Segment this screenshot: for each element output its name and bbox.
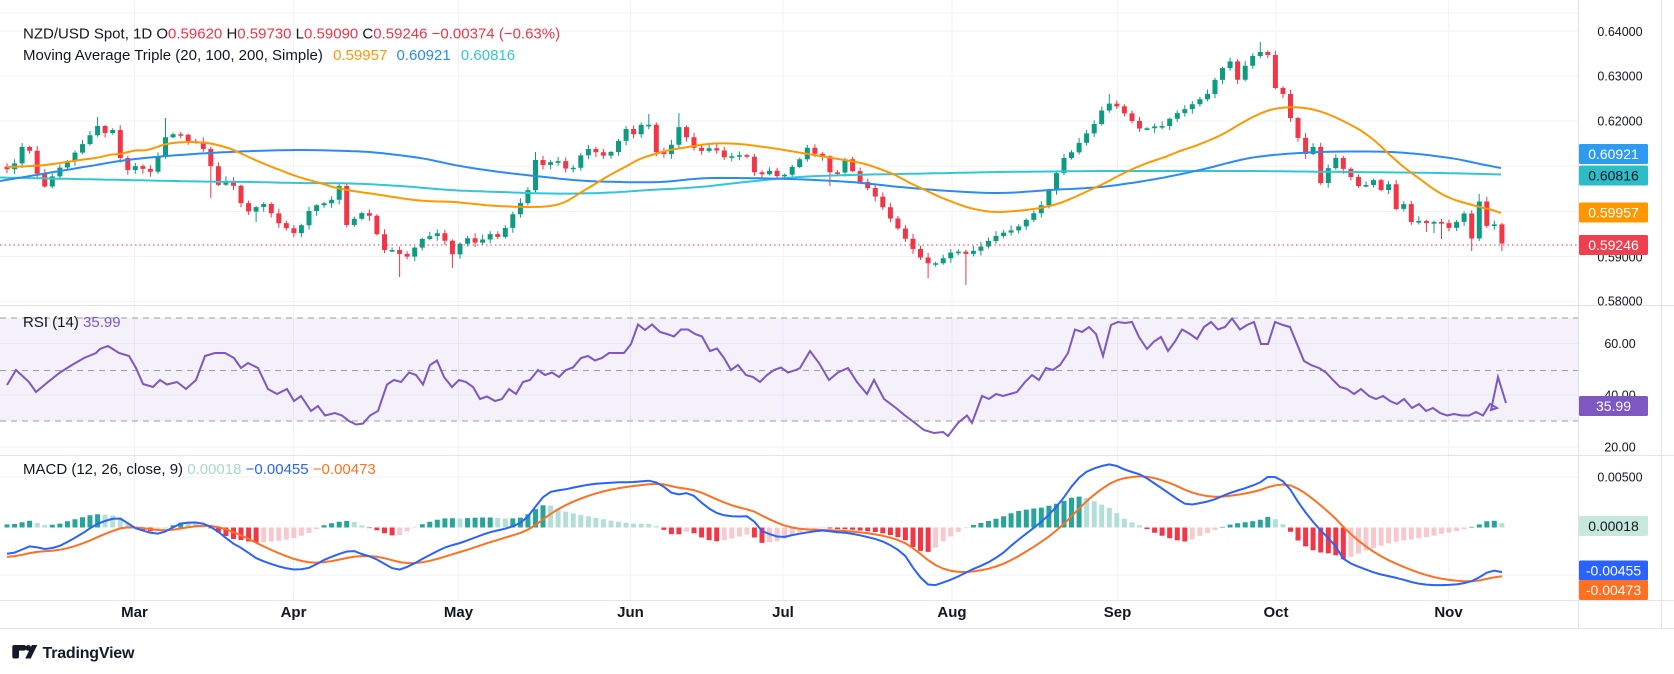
svg-text:60.00: 60.00 [1604, 337, 1635, 351]
svg-text:TradingView: TradingView [43, 645, 136, 662]
svg-text:May: May [444, 604, 474, 621]
svg-text:Moving Average Triple (20, 100: Moving Average Triple (20, 100, 200, Sim… [23, 47, 515, 64]
svg-text:Jul: Jul [772, 604, 794, 621]
svg-text:-0.00455: -0.00455 [1586, 562, 1641, 578]
svg-text:0.00500: 0.00500 [1597, 471, 1642, 485]
svg-text:Apr: Apr [281, 604, 307, 621]
svg-text:-0.00473: -0.00473 [1586, 582, 1641, 598]
svg-text:0.59957: 0.59957 [1588, 204, 1639, 220]
svg-text:RSI (14) 35.99: RSI (14) 35.99 [23, 314, 121, 331]
svg-text:Nov: Nov [1434, 604, 1463, 621]
svg-text:0.63000: 0.63000 [1597, 70, 1642, 84]
svg-text:Jun: Jun [617, 604, 644, 621]
svg-text:0.59246: 0.59246 [1588, 237, 1639, 253]
svg-text:0.64000: 0.64000 [1597, 25, 1642, 39]
svg-text:Oct: Oct [1263, 604, 1288, 621]
svg-text:0.60921: 0.60921 [1588, 146, 1639, 162]
svg-text:0.62000: 0.62000 [1597, 115, 1642, 129]
svg-text:Aug: Aug [937, 604, 966, 621]
svg-text:35.99: 35.99 [1596, 398, 1631, 414]
svg-text:Mar: Mar [121, 604, 148, 621]
svg-text:MACD (12, 26, close, 9) 0.0001: MACD (12, 26, close, 9) 0.00018 −0.00455… [23, 461, 376, 478]
svg-text:Sep: Sep [1104, 604, 1132, 621]
svg-text:NZD/USD Spot, 1D O0.59620 H0.: NZD/USD Spot, 1D O0.59620 H0.59730 L0.59… [23, 26, 560, 43]
svg-text:0.58000: 0.58000 [1597, 295, 1642, 309]
svg-text:0.00018: 0.00018 [1588, 518, 1639, 534]
svg-text:0.60816: 0.60816 [1588, 167, 1639, 183]
svg-text:20.00: 20.00 [1604, 441, 1635, 455]
